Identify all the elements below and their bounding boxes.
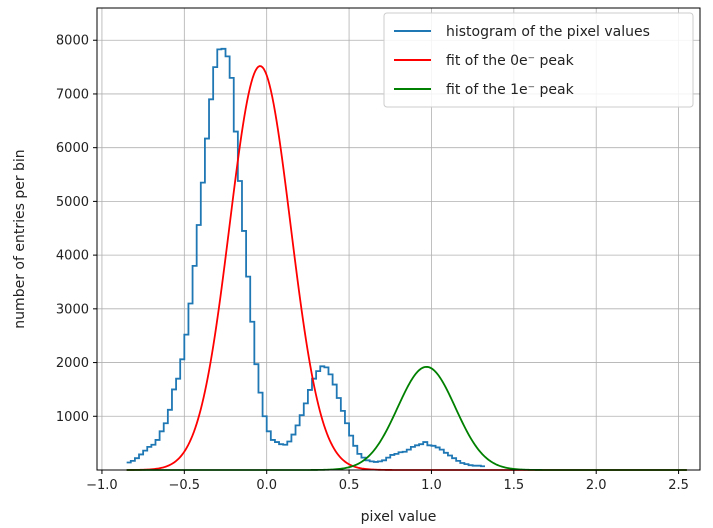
- x-tick-label: 0.0: [256, 478, 277, 493]
- legend-box: [383, 12, 694, 108]
- legend: histogram of the pixel values fit of the…: [383, 12, 694, 108]
- plot-area: [126, 47, 687, 471]
- x-tick-label: 0.5: [339, 478, 360, 493]
- histogram-line: [126, 47, 485, 468]
- axes-frame: [96, 7, 701, 471]
- x-tick-label: 1.5: [503, 478, 524, 493]
- x-tick-label: 2.5: [668, 478, 689, 493]
- y-tick-label: 2000: [56, 356, 89, 371]
- y-axis: 1000 2000 3000 4000 5000 6000 7000 8000: [56, 34, 97, 425]
- x-tick-label: −0.5: [169, 478, 201, 493]
- y-tick-label: 5000: [56, 195, 89, 210]
- x-axis-label: pixel value: [361, 509, 437, 525]
- x-tick-label: 2.0: [586, 478, 607, 493]
- fit-0e-curve: [126, 65, 687, 471]
- legend-label-fit-0e: fit of the 0e⁻ peak: [446, 53, 575, 69]
- fit-1e-curve: [126, 365, 687, 471]
- y-tick-label: 1000: [56, 410, 89, 425]
- legend-label-histogram: histogram of the pixel values: [446, 24, 650, 40]
- y-tick-label: 3000: [56, 302, 89, 317]
- y-tick-label: 8000: [56, 34, 89, 49]
- legend-label-fit-1e: fit of the 1e⁻ peak: [446, 82, 575, 98]
- x-axis: −1.0 −0.5 0.0 0.5 1.0 1.5 2.0 2.5: [86, 470, 689, 493]
- x-tick-label: −1.0: [86, 478, 118, 493]
- y-axis-label: number of entries per bin: [12, 149, 28, 328]
- y-tick-label: 4000: [56, 249, 89, 264]
- x-tick-label: 1.0: [421, 478, 442, 493]
- y-tick-label: 7000: [56, 87, 89, 102]
- y-tick-label: 6000: [56, 141, 89, 156]
